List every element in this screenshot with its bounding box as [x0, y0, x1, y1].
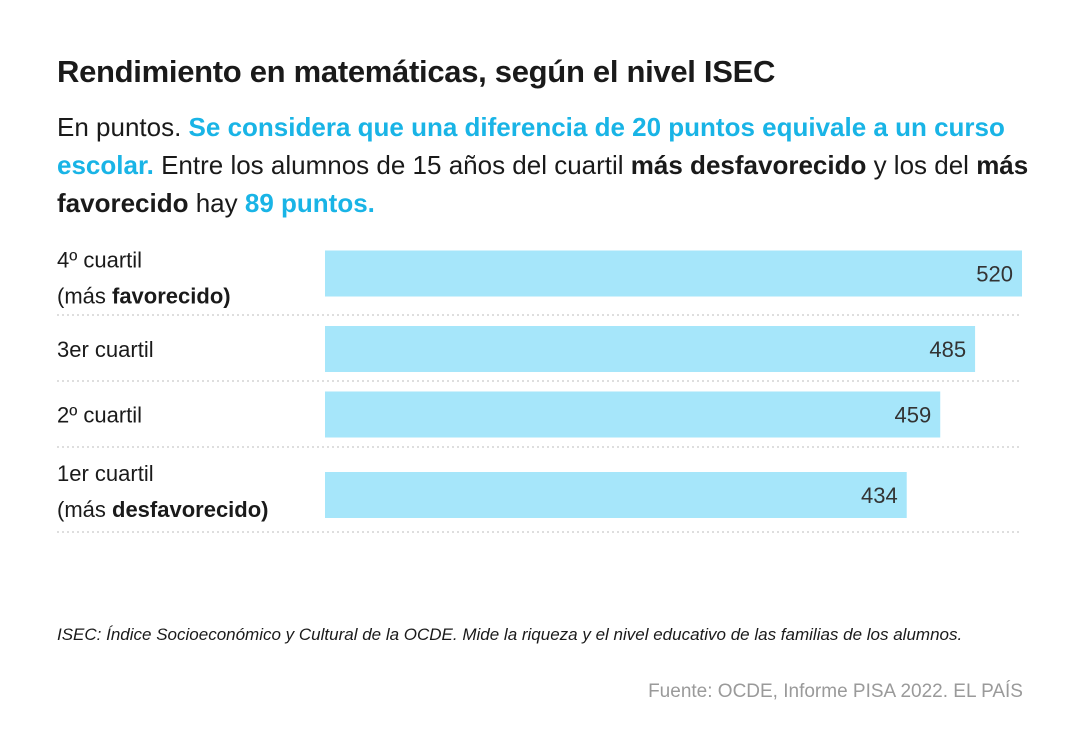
value-label-3: 459 [895, 403, 932, 428]
subtitle-part-1: Se considera que una diferencia de 20 pu… [57, 112, 1005, 180]
chart-subtitle: En puntos. Se considera que una diferenc… [57, 108, 1037, 222]
value-label-2: 485 [929, 337, 966, 362]
bar-4 [325, 472, 907, 518]
category-label-3-line-1: 2º cuartil [57, 403, 142, 428]
subtitle-part-4: y los del [866, 150, 977, 180]
chart-title: Rendimiento en matemáticas, según el niv… [57, 54, 776, 89]
value-label-4: 434 [861, 483, 898, 508]
source-credit: Fuente: OCDE, Informe PISA 2022. EL PAÍS [648, 681, 1023, 702]
subtitle-part-3: más desfavorecido [630, 150, 867, 180]
footnote: ISEC: Índice Socioeconómico y Cultural d… [57, 625, 963, 644]
bar-1 [325, 250, 1022, 297]
subtitle-part-6: hay [188, 188, 245, 218]
bar-chart: 520 4º cuartil (más favorecido) 485 3er cuar… [57, 248, 1022, 533]
category-label-1-line-2: (más favorecido) [57, 284, 231, 309]
category-label-1-line-1: 4º cuartil [57, 248, 142, 273]
category-label-2-line-1: 3er cuartil [57, 337, 154, 362]
subtitle-part-5: más favorecido [57, 150, 1029, 218]
bar-3 [325, 391, 941, 438]
bar-2 [325, 326, 976, 372]
subtitle-part-2: Entre los alumnos de 15 años del cuartil [153, 150, 631, 180]
value-label-1: 520 [976, 262, 1013, 287]
category-label-4-line-2: (más desfavorecido) [57, 497, 269, 522]
category-label-4-line-1: 1er cuartil [57, 461, 154, 486]
subtitle-part-7: 89 puntos. [244, 188, 375, 218]
subtitle-part-0: En puntos. [57, 112, 189, 142]
